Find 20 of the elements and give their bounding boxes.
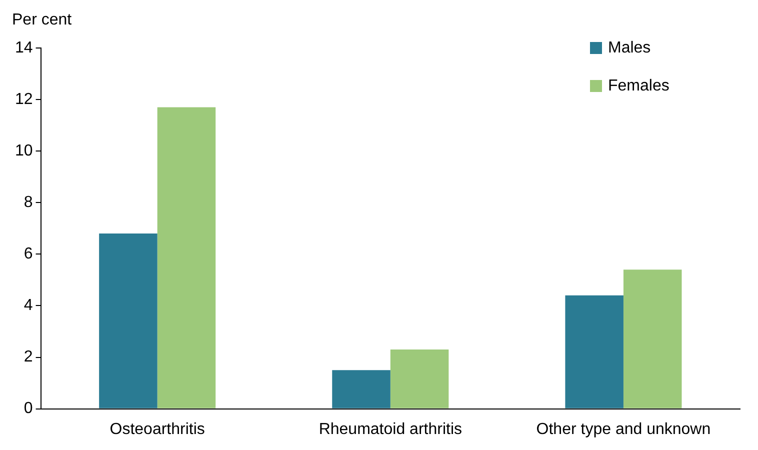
x-tick-label: Osteoarthritis [110, 420, 205, 438]
y-tick-label: 12 [15, 90, 33, 108]
y-tick-label: 14 [15, 39, 33, 56]
legend-label: Males [608, 39, 651, 56]
y-axis-title: Per cent [12, 11, 72, 28]
x-tick-label: Other type and unknown [536, 420, 711, 438]
x-tick-label: Rheumatoid arthritis [318, 420, 462, 438]
bar [623, 270, 682, 408]
y-tick-label: 2 [24, 348, 33, 366]
y-tick-label: 8 [24, 194, 33, 212]
bar [99, 234, 158, 408]
bar [157, 107, 216, 408]
bar [332, 370, 390, 408]
y-tick-label: 6 [24, 246, 33, 263]
y-tick-label: 0 [24, 400, 33, 418]
y-tick-label: 10 [15, 142, 33, 160]
legend-label: Females [608, 77, 670, 94]
y-tick-label: 4 [24, 297, 33, 314]
bar [390, 350, 449, 408]
bar [565, 295, 624, 408]
